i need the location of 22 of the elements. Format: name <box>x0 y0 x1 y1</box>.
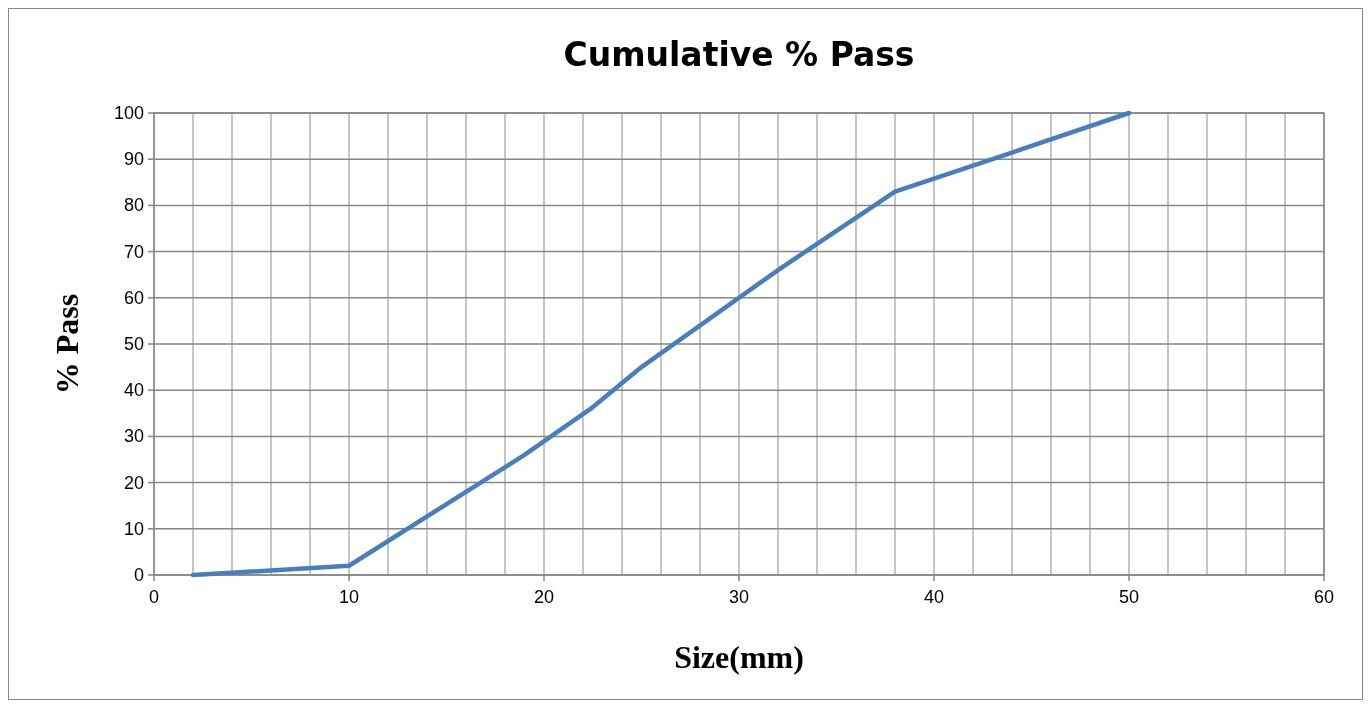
x-axis-title: Size(mm) <box>674 639 804 675</box>
y-tick-label: 20 <box>123 472 144 493</box>
y-tick-label: 100 <box>113 103 144 123</box>
x-tick-label: 60 <box>1313 587 1335 607</box>
y-axis-title: % Pass <box>49 293 85 395</box>
x-tick-label: 40 <box>923 587 945 607</box>
line-series <box>190 110 1132 578</box>
x-tick-label: 50 <box>1118 587 1140 607</box>
y-tick-label: 60 <box>123 287 144 308</box>
y-tick-label: 0 <box>133 565 144 585</box>
y-tick-label: 40 <box>123 380 144 401</box>
y-tick-label: 90 <box>123 149 144 170</box>
y-tick-label: 10 <box>123 518 144 539</box>
y-tick-label: 70 <box>123 241 144 262</box>
x-tick-label: 20 <box>533 587 555 607</box>
y-tick-label: 80 <box>123 195 144 216</box>
y-tick-label: 50 <box>123 334 144 354</box>
chart-title: Cumulative % Pass <box>563 35 915 74</box>
x-tick-label: 10 <box>338 587 360 607</box>
x-tick-label: 0 <box>148 587 160 607</box>
y-tick-label: 30 <box>123 426 144 447</box>
x-tick-label: 30 <box>728 587 750 607</box>
